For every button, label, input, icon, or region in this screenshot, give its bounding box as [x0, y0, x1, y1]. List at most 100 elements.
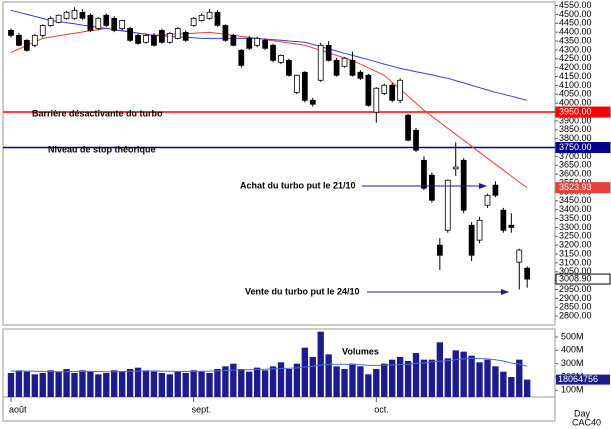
candle-body: [214, 11, 221, 26]
x-axis-label: Day: [574, 408, 591, 418]
volume-bar: [373, 369, 380, 397]
volume-bar: [150, 371, 158, 397]
volume-bar: [508, 377, 515, 397]
candle-body: [278, 55, 284, 63]
volume-bar: [238, 369, 245, 397]
level-label: 3750.00: [559, 142, 592, 152]
moving-average: [10, 27, 528, 189]
hline-text: Niveau de stop théorique: [48, 144, 156, 154]
y-tick-label: 2850.00: [559, 302, 592, 312]
y-tick-label: 3100.00: [559, 257, 592, 267]
candle-body: [373, 87, 380, 113]
volume-bar: [103, 373, 110, 397]
y-tick-label: 4050.00: [559, 89, 592, 99]
volume-bar: [253, 367, 261, 397]
candle-body: [262, 39, 268, 49]
y-tick-label: 3450.00: [559, 195, 592, 205]
candle-body: [429, 174, 435, 201]
volume-bar: [460, 351, 467, 397]
candle-body: [389, 84, 396, 101]
candle-body: [166, 33, 173, 43]
y-tick-label: 4400.00: [559, 27, 592, 37]
candle-body: [135, 34, 141, 44]
volume-bar: [404, 361, 412, 397]
volume-bar: [230, 363, 237, 397]
candle-body: [39, 25, 46, 36]
x-tick-label: oct.: [374, 404, 389, 414]
volume-bar: [389, 359, 396, 397]
candle-body: [500, 209, 507, 231]
y-tick-label: 4500.00: [559, 9, 592, 19]
volume-bar: [63, 369, 70, 397]
volume-bar: [23, 371, 31, 397]
volume-bar: [142, 370, 150, 397]
candle-body: [143, 34, 149, 43]
annotation: Achat du turbo put le 21/10: [240, 180, 356, 190]
y-tick-label: 3250.00: [559, 231, 592, 241]
y-tick-label: 2950.00: [559, 284, 592, 294]
ma-last-box: [555, 182, 611, 194]
y-tick-label: 2800.00: [559, 311, 592, 321]
volume-ma: [11, 357, 528, 373]
volume-bar: [7, 373, 15, 397]
last-close-label: 3008.90: [559, 273, 592, 283]
y-tick-label: 3350.00: [559, 213, 592, 223]
volume-bar: [396, 357, 404, 397]
volume-box-label: 18064756: [558, 374, 598, 384]
candle-body: [254, 37, 261, 46]
annotation: Vente du turbo put le 24/10: [245, 286, 360, 296]
candle-body: [182, 31, 189, 41]
volume-bar: [198, 371, 205, 397]
x-tick-label: sept.: [192, 404, 212, 414]
volume-bar: [381, 363, 388, 397]
volume-bar: [516, 359, 523, 397]
plot-layer: 2800.002850.002900.002950.003000.003050.…: [3, 0, 611, 414]
volume-bar: [39, 373, 46, 397]
y-tick-label: 3900.00: [559, 115, 592, 125]
volume-bar: [436, 342, 444, 397]
x-axis-panel: [2, 396, 556, 422]
candle-body: [508, 224, 515, 228]
volume-bar: [484, 359, 491, 397]
volume-tick-label: 500M: [561, 331, 584, 341]
volume-bar: [118, 371, 126, 397]
candle-body: [476, 219, 483, 241]
candle-body: [484, 194, 491, 206]
candle-body: [151, 34, 157, 46]
candle-body: [79, 11, 86, 19]
candle-body: [16, 34, 22, 46]
candle-body: [238, 49, 245, 66]
level-box: [555, 106, 611, 118]
volume-tick-label: 300M: [561, 358, 584, 368]
candle-body: [55, 14, 62, 23]
candle-body: [8, 29, 14, 36]
candle-body: [71, 9, 78, 19]
candle-body: [159, 29, 165, 43]
volume-bar: [524, 379, 531, 397]
volume-tick-label: 400M: [561, 345, 584, 355]
candle-body: [246, 37, 253, 49]
y-tick-label: 4000.00: [559, 98, 592, 108]
volume-box: [556, 374, 610, 385]
volume-bar: [79, 370, 86, 397]
candle-body: [294, 74, 300, 93]
volume-bar: [500, 371, 507, 397]
volume-bar: [476, 362, 483, 397]
volume-bar: [31, 374, 38, 397]
y-tick-label: 4550.00: [559, 0, 592, 10]
volume-bar: [71, 373, 78, 397]
y-tick-label: 4150.00: [559, 71, 592, 81]
volume-bar: [341, 369, 348, 397]
candle-body: [460, 159, 467, 211]
candle-body: [95, 17, 102, 29]
volume-bar: [126, 369, 134, 397]
candle-body: [413, 129, 419, 151]
candle-body: [190, 17, 197, 26]
volume-bar: [111, 370, 118, 397]
volume-bar: [222, 366, 229, 397]
volume-bar: [182, 373, 189, 397]
candle-body: [397, 79, 403, 101]
y-tick-label: 3850.00: [559, 124, 592, 134]
